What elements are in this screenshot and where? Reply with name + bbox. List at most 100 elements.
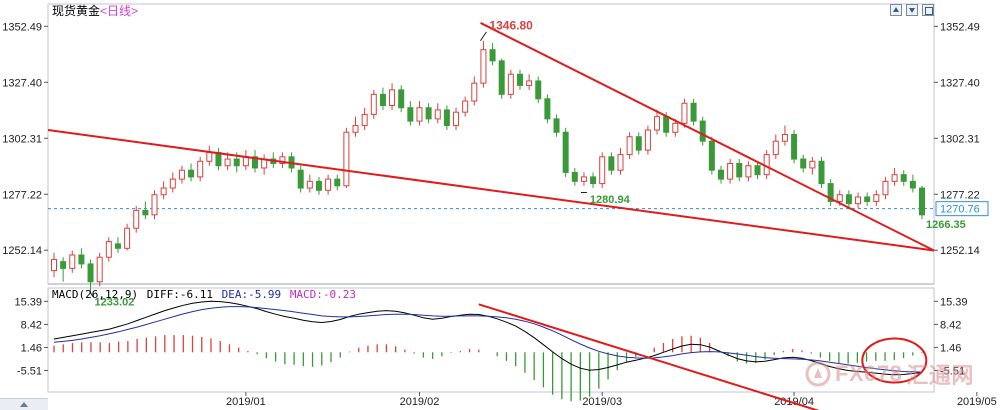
candle-up [507,73,514,95]
macd-y-tick-label-left: 8.42 [21,319,42,331]
zoom-in-icon[interactable] [890,4,902,16]
candle-down [142,209,149,216]
candle-down [334,178,341,187]
candle-up [279,156,286,165]
candle-up [772,140,779,156]
candle-up [343,131,350,187]
candle-down [909,180,916,189]
candle-up [325,178,332,191]
candle-down [425,107,432,120]
candle-down [188,169,195,178]
fx678-logo-icon [805,361,831,387]
annotation-high: 1346.80 [489,18,533,32]
candle-down [800,158,807,169]
candle-up [133,209,140,229]
macd-panel-frame [47,287,935,393]
current-price-tag [935,201,989,217]
y-tick-label-right: 1302.31 [940,133,980,145]
candle-down [60,261,67,269]
y-tick-label-left: 1302.31 [2,133,42,145]
x-tick-label: 2019/02 [400,396,440,408]
y-tick-label-left: 1327.40 [2,77,42,89]
candle-up [352,125,359,133]
candle-down [498,60,505,95]
candle-down [516,73,523,86]
zoom-out-icon[interactable] [906,4,918,16]
candle-down [845,194,852,205]
annotation-low-1: 1280.94 [590,194,631,206]
candle-up [69,254,76,269]
candle-up [160,187,167,196]
chart-toolbar [890,4,934,16]
candle-down [690,102,697,122]
candle-up [96,256,103,283]
candle-up [178,169,185,180]
high-marker [480,31,487,42]
candle-up [471,82,478,102]
candle-up [434,109,441,120]
candle-up [224,158,231,167]
candle-up [855,196,862,205]
macd-y-tick-label-left: -5.51 [17,366,42,378]
macd-header: MACD(26,12,9) DIFF:-6.11 DEA:-5.99 MACD:… [52,288,358,301]
candle-up [462,100,469,113]
candle-up [526,80,533,86]
candle-up [416,107,423,122]
candle-up [370,93,377,115]
candle-up [389,89,396,106]
candle-up [809,160,816,169]
macd-diff-line [53,300,923,376]
candle-down [663,116,670,133]
candle-up [169,178,176,189]
candle-up [206,151,213,162]
macd-diff-value: DIFF:-6.11 [146,288,213,301]
macd-trendline [478,303,820,410]
candle-up [626,136,633,156]
y-tick-label-right: 1352.49 [940,21,980,33]
y-tick-label-right: 1327.40 [940,77,980,89]
candle-down [590,176,597,185]
watermark-brand: FX678 [835,361,903,386]
candle-down [736,163,743,178]
candle-up [681,102,688,124]
current-price-label: 1270.76 [940,204,980,216]
candle-down [297,169,304,189]
lower-trendline [47,129,935,252]
candle-down [708,140,715,171]
candle-down [407,107,414,122]
candle-up [891,174,898,182]
highlight-circle [861,337,928,384]
candle-up [781,133,788,142]
candle-down [900,174,907,182]
candle-down [252,156,259,169]
low-marker-0 [90,292,94,298]
candle-up [480,49,487,84]
candle-down [233,158,240,167]
candle-down [818,160,825,185]
candle-up [124,227,131,249]
watermark-cn: 汇通网 [906,363,974,388]
macd-dea-value: DEA:-5.99 [221,288,282,301]
candle-down [919,187,925,216]
period-label[interactable]: <日线> [100,4,139,18]
candle-down [864,196,871,202]
x-tick-label: 2019/01 [226,396,266,408]
candle-down [379,93,386,106]
candle-up [873,194,880,202]
layout-icon[interactable] [922,4,934,16]
candle-up [617,154,624,171]
candle-down [315,180,322,191]
watermark: FX678 汇通网 [805,358,974,390]
price-panel-frame [47,3,935,285]
candle-up [644,129,651,151]
candle-down [78,254,85,265]
chart-title: 现货黄金<日线> [52,2,138,19]
macd-y-tick-label-right: 15.39 [940,296,968,308]
scroll-up-button[interactable] [0,398,48,410]
candle-up [836,194,843,202]
candle-down [535,80,542,100]
annotation-low-0: 1233.02 [95,297,135,309]
instrument-name: 现货黄金 [52,4,101,18]
